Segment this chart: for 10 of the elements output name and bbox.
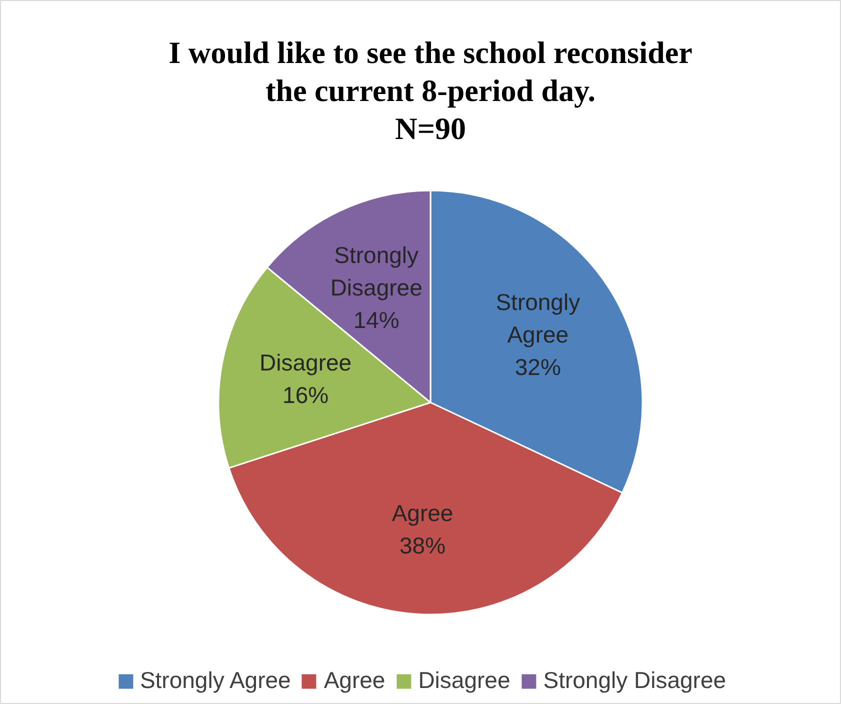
chart-title: I would like to see the school reconsider the current 8-period day. [168,35,693,108]
legend-label: Agree [324,667,386,694]
chart-subtitle: N=90 [394,111,466,146]
data-label: Strongly Agree 32% [496,288,581,380]
legend-label: Disagree [418,667,510,694]
data-label: Strongly Disagree 14% [330,242,422,333]
data-label: Agree 38% [392,500,454,559]
legend-label: Strongly Disagree [543,667,726,694]
data-label: Disagree 16% [260,349,352,408]
legend-label: Strongly Agree [140,667,291,694]
